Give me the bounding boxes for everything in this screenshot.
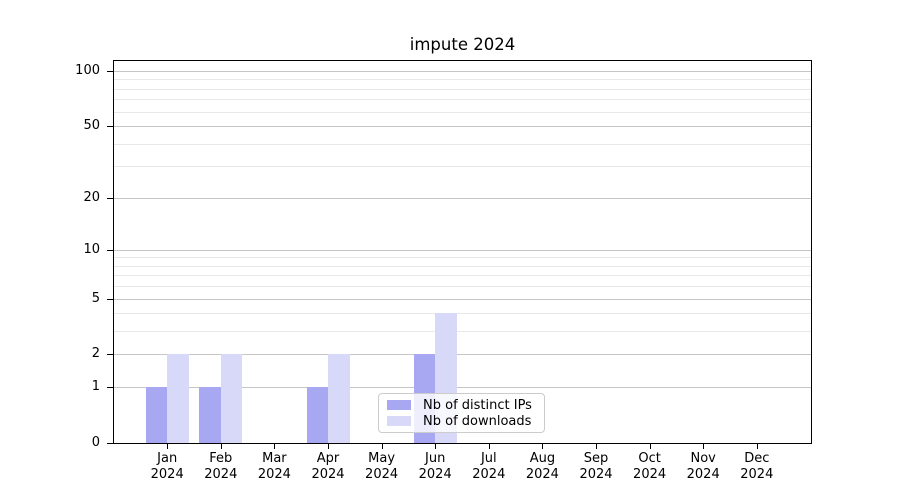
x-tick-year: 2024 [257, 466, 291, 482]
x-tick-month: Jun [425, 451, 446, 466]
legend-swatch-downloads [387, 416, 411, 426]
x-tick-mark [167, 444, 169, 449]
x-tick-label: Jan 2024 [127, 451, 207, 482]
x-tick-year: 2024 [740, 466, 774, 482]
x-tick-month: Jan [157, 451, 178, 466]
gridline-minor [114, 166, 811, 168]
x-tick-year: 2024 [579, 466, 613, 482]
gridline-major [114, 249, 811, 251]
x-tick-mark [381, 444, 383, 449]
y-tick-mark [107, 71, 113, 72]
y-tick-label: 100 [75, 63, 100, 78]
y-tick-label: 5 [91, 290, 100, 306]
legend-item-distinct-ips: Nb of distinct IPs [387, 398, 536, 413]
gridline-minor [114, 143, 811, 145]
x-tick-label: Mar 2024 [234, 451, 314, 482]
bar-feb-downloads [220, 354, 243, 443]
x-tick-label: Jun 2024 [395, 451, 475, 482]
bar-jan-downloads [167, 354, 189, 443]
x-tick-label: May 2024 [342, 451, 422, 482]
x-tick-month: Feb [209, 451, 233, 466]
gridline-minor [114, 79, 811, 81]
x-tick-mark [274, 444, 276, 449]
gridline-minor [114, 111, 811, 113]
x-tick-mark [328, 444, 329, 449]
x-tick-mark [542, 444, 544, 449]
y-tick-mark [107, 443, 113, 444]
gridline-minor [114, 265, 811, 267]
y-tick-label: 2 [91, 346, 100, 362]
gridline-minor [114, 286, 811, 288]
y-tick-mark [107, 249, 113, 251]
gridline-minor [114, 275, 811, 277]
y-tick-mark [107, 354, 113, 356]
x-tick-year: 2024 [686, 466, 720, 482]
gridline-major [114, 126, 811, 128]
y-tick-label: 10 [83, 241, 100, 257]
x-tick-month: Sep [583, 451, 609, 466]
x-tick-year: 2024 [365, 466, 399, 482]
x-tick-month: Dec [744, 451, 770, 466]
x-tick-year: 2024 [525, 466, 559, 482]
x-tick-label: Nov 2024 [663, 451, 743, 482]
legend: Nb of distinct IPs Nb of downloads [378, 393, 545, 433]
x-tick-month: May [368, 451, 396, 466]
x-tick-mark [488, 444, 490, 449]
x-tick-label: Feb 2024 [181, 451, 261, 482]
x-tick-year: 2024 [418, 466, 452, 482]
y-tick-label: 0 [91, 435, 100, 450]
bar-apr-ips [306, 387, 328, 443]
x-tick-year: 2024 [150, 466, 184, 482]
x-tick-month: Jul [480, 451, 497, 466]
y-tick-label: 20 [83, 189, 100, 205]
gridline-major [114, 71, 811, 72]
x-tick-year: 2024 [633, 466, 667, 482]
x-tick-mark [756, 444, 758, 449]
x-tick-month: Oct [638, 451, 661, 466]
bar-feb-ips [199, 387, 221, 443]
x-tick-year: 2024 [204, 466, 238, 482]
x-tick-label: Oct 2024 [610, 451, 690, 482]
y-tick-mark [107, 126, 113, 128]
x-tick-month: Apr [316, 451, 340, 466]
x-tick-month: Aug [529, 451, 556, 466]
x-tick-mark [435, 444, 437, 449]
legend-label-distinct-ips: Nb of distinct IPs [423, 397, 532, 413]
gridline-minor [114, 257, 811, 259]
legend-swatch-distinct-ips [387, 400, 411, 410]
gridline-minor [114, 313, 811, 315]
x-tick-mark [220, 444, 222, 449]
x-tick-mark [703, 444, 705, 449]
x-tick-label: Aug 2024 [502, 451, 582, 482]
x-tick-label: Sep 2024 [556, 451, 636, 482]
bar-apr-downloads [328, 354, 350, 443]
gridline-minor [114, 99, 811, 101]
x-tick-month: Nov [690, 451, 716, 466]
x-tick-year: 2024 [311, 466, 345, 482]
y-tick-mark [107, 298, 113, 300]
gridline-major [114, 354, 811, 356]
x-tick-mark [596, 444, 597, 449]
x-tick-year: 2024 [472, 466, 506, 482]
y-tick-label: 1 [91, 379, 100, 395]
gridline-minor [114, 331, 811, 333]
x-tick-label: Apr 2024 [288, 451, 368, 482]
y-tick-mark [107, 387, 113, 389]
bar-jan-ips [145, 387, 168, 443]
x-tick-label: Jul 2024 [449, 451, 529, 482]
x-tick-mark [649, 444, 651, 449]
y-tick-label: 50 [83, 118, 100, 134]
gridline-major [114, 387, 811, 389]
x-tick-month: Mar [262, 451, 287, 466]
x-tick-label: Dec 2024 [717, 451, 797, 482]
legend-item-downloads: Nb of downloads [387, 414, 536, 429]
plot-area: Nb of distinct IPs Nb of downloads [113, 60, 812, 444]
gridline-major [114, 298, 811, 300]
gridline-minor [114, 88, 811, 90]
legend-label-downloads: Nb of downloads [423, 413, 532, 429]
y-tick-mark [107, 197, 113, 199]
chart-title: impute 2024 [409, 35, 516, 54]
gridline-major [114, 197, 811, 199]
